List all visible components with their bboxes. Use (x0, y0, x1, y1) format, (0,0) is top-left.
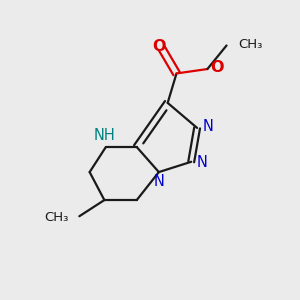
Text: N: N (197, 155, 208, 170)
Text: N: N (203, 119, 214, 134)
Text: NH: NH (94, 128, 115, 143)
Text: CH₃: CH₃ (44, 211, 68, 224)
Text: O: O (210, 60, 224, 75)
Text: CH₃: CH₃ (238, 38, 263, 50)
Text: O: O (152, 39, 166, 54)
Text: N: N (153, 174, 164, 189)
